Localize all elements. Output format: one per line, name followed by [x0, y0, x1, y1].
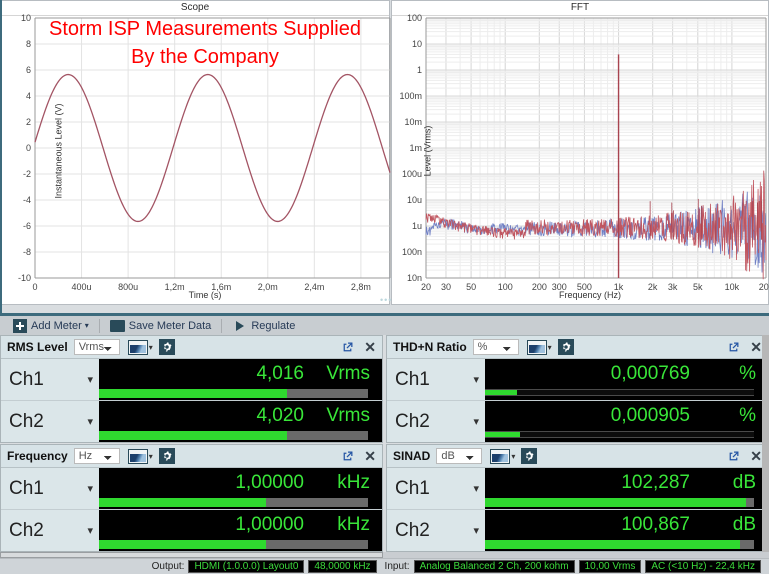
svg-text:10m: 10m	[404, 117, 422, 127]
svg-text:800u: 800u	[118, 282, 138, 292]
svg-text:100u: 100u	[402, 169, 422, 179]
svg-text:10n: 10n	[407, 273, 422, 283]
svg-text:0: 0	[32, 282, 37, 292]
svg-text:-10: -10	[18, 273, 31, 283]
svg-text:0: 0	[26, 143, 31, 153]
svg-text:2,8m: 2,8m	[351, 282, 371, 292]
svg-text:1: 1	[417, 65, 422, 75]
svg-text:200: 200	[532, 282, 547, 292]
svg-text:2: 2	[26, 117, 31, 127]
svg-text:-2: -2	[23, 169, 31, 179]
svg-text:-8: -8	[23, 247, 31, 257]
svg-text:1m: 1m	[409, 143, 422, 153]
svg-text:-6: -6	[23, 221, 31, 231]
svg-text:6: 6	[26, 65, 31, 75]
svg-text:30: 30	[441, 282, 451, 292]
svg-text:100: 100	[407, 13, 422, 23]
svg-text:-4: -4	[23, 195, 31, 205]
svg-text:2,0m: 2,0m	[258, 282, 278, 292]
svg-text:4: 4	[26, 91, 31, 101]
svg-text:10u: 10u	[407, 195, 422, 205]
svg-text:2,4m: 2,4m	[304, 282, 324, 292]
svg-text:10: 10	[412, 39, 422, 49]
svg-text:1u: 1u	[412, 221, 422, 231]
svg-text:5k: 5k	[693, 282, 703, 292]
svg-text:100: 100	[498, 282, 513, 292]
svg-text:100n: 100n	[402, 247, 422, 257]
svg-text:2k: 2k	[648, 282, 658, 292]
svg-text:1,2m: 1,2m	[165, 282, 185, 292]
svg-text:10: 10	[21, 13, 31, 23]
svg-text:50: 50	[466, 282, 476, 292]
svg-text:10k: 10k	[725, 282, 740, 292]
svg-text:400u: 400u	[72, 282, 92, 292]
svg-text:20k: 20k	[759, 282, 769, 292]
svg-text:100m: 100m	[399, 91, 422, 101]
svg-text:8: 8	[26, 39, 31, 49]
svg-text:20: 20	[421, 282, 431, 292]
svg-text:3k: 3k	[668, 282, 678, 292]
